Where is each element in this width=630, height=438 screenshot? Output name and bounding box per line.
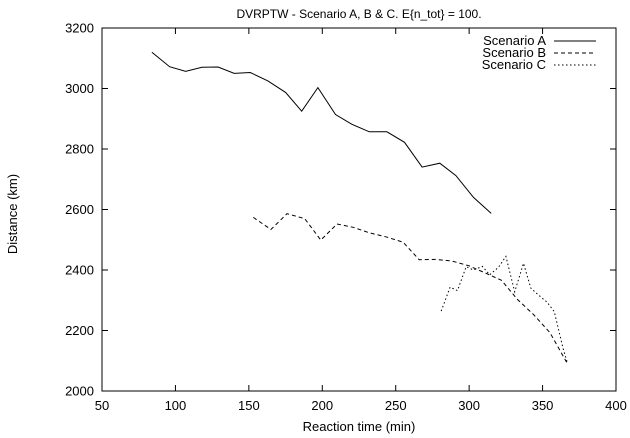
series-line-scenario-c <box>440 255 568 364</box>
x-tick-label: 100 <box>165 398 187 413</box>
x-tick-label: 400 <box>605 398 627 413</box>
series-layer <box>151 51 568 365</box>
plot-area <box>101 27 617 392</box>
x-tick-label: 150 <box>238 398 260 413</box>
legend-label: Scenario B <box>482 45 546 60</box>
y-tick-label: 2400 <box>65 263 94 278</box>
x-tick-label: 300 <box>458 398 480 413</box>
y-tick-label: 3200 <box>65 21 94 36</box>
x-axis-label: Reaction time (min) <box>303 419 416 434</box>
x-tick-label: 350 <box>532 398 554 413</box>
x-tick-label: 200 <box>311 398 333 413</box>
y-tick-label: 3000 <box>65 81 94 96</box>
x-axis: 50 100 150 200 250 300 350 400 <box>95 28 627 413</box>
y-tick-label: 2600 <box>65 202 94 217</box>
chart-title: DVRPTW - Scenario A, B & C. E{n_tot} = 1… <box>236 7 481 21</box>
legend-label: Scenario A <box>483 33 546 48</box>
y-axis: 2000 2200 2400 2600 2800 3000 3200 <box>65 21 616 399</box>
x-tick-label: 50 <box>95 398 109 413</box>
y-tick-label: 2800 <box>65 142 94 157</box>
x-tick-label: 250 <box>385 398 407 413</box>
series-line-scenario-a <box>151 51 492 214</box>
y-axis-label: Distance (km) <box>5 174 20 254</box>
y-tick-label: 2200 <box>65 323 94 338</box>
series-line-scenario-b <box>253 213 568 365</box>
plot-border <box>101 27 617 392</box>
legend-label: Scenario C <box>482 57 546 72</box>
y-tick-label: 2000 <box>65 384 94 399</box>
